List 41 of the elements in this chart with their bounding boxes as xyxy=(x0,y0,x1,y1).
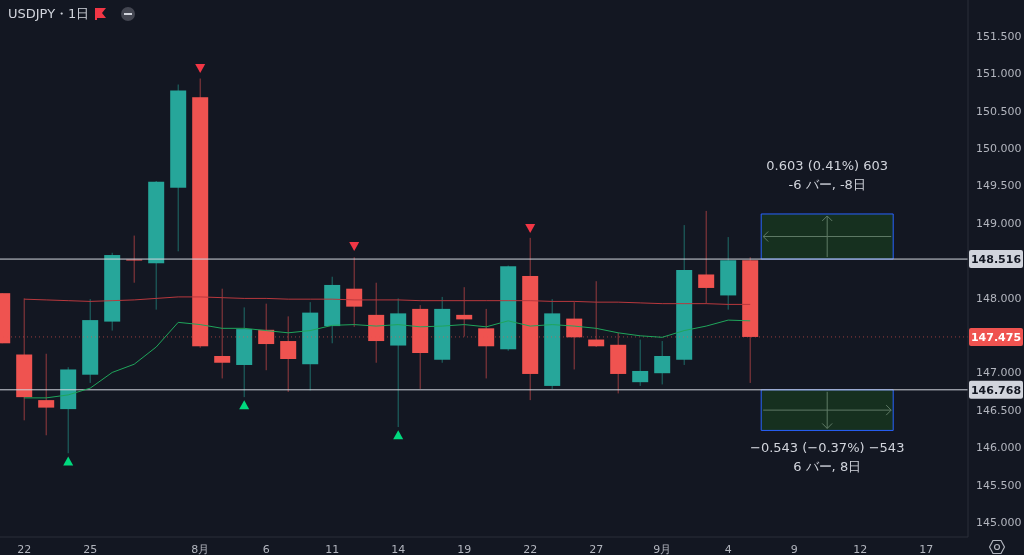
y-tick-label: 151.500 xyxy=(976,29,1022,43)
point xyxy=(525,224,536,234)
annotation: 6 バー, 8日 xyxy=(793,459,862,475)
y-tick-label: 150.000 xyxy=(976,141,1022,155)
x-tick-label: 17 xyxy=(919,542,934,555)
y-tick-label: 151.000 xyxy=(976,67,1022,81)
y-tick-label: 149.500 xyxy=(976,179,1022,193)
x-tick-label: 11 xyxy=(325,542,340,555)
x-tick-label: 19 xyxy=(457,542,472,555)
point xyxy=(393,430,404,440)
x-tick-label: 25 xyxy=(83,542,98,555)
x-tick-label: 27 xyxy=(589,542,604,555)
ref-line-label: 147.475 xyxy=(970,330,1022,344)
x-tick-label: 9 xyxy=(790,542,798,555)
point xyxy=(239,400,250,410)
x-tick-label: 4 xyxy=(724,542,732,555)
x-tick-label: 14 xyxy=(391,542,406,555)
x-tick-label: 8月 xyxy=(191,542,210,555)
point xyxy=(195,64,206,74)
annotation: 0.603 (0.41%) 603 xyxy=(766,157,889,173)
y-tick-label: 148.000 xyxy=(976,291,1022,305)
point xyxy=(63,456,74,466)
annotation: -6 バー, -8日 xyxy=(788,176,866,192)
y-tick-label: 146.000 xyxy=(976,441,1022,455)
x-tick-label: 6 xyxy=(262,542,270,555)
ref-line-label: 146.768 xyxy=(970,383,1022,397)
y-tick-label: 147.000 xyxy=(976,366,1022,380)
line-series xyxy=(23,319,751,399)
y-tick-label: 149.000 xyxy=(976,216,1022,230)
y-tick-label: 145.000 xyxy=(976,515,1022,529)
y-tick-label: 145.500 xyxy=(976,478,1022,492)
x-tick-label: 9月 xyxy=(653,542,672,555)
x-tick-label: 22 xyxy=(523,542,538,555)
text: USDJPY・1日 xyxy=(8,5,90,23)
y-tick-label: 150.500 xyxy=(976,104,1022,118)
annotation: −0.543 (−0.37%) −543 xyxy=(749,440,905,456)
x-tick-label: 12 xyxy=(853,542,868,555)
ref-line-label: 148.516 xyxy=(970,253,1022,267)
point xyxy=(349,242,360,252)
x-tick-label: 22 xyxy=(17,542,32,555)
y-tick-label: 146.500 xyxy=(976,403,1022,417)
